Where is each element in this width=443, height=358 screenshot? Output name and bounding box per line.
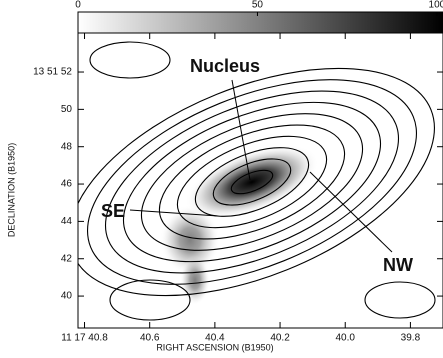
- image: [78, 41, 436, 321]
- y-tick-label: 42: [61, 253, 73, 264]
- contour-line: [140, 113, 364, 251]
- contour-line: [212, 158, 292, 206]
- plot-frame: [77, 32, 443, 329]
- contour-line: [89, 41, 171, 79]
- contour-line: [122, 101, 382, 263]
- emission: [180, 255, 210, 305]
- contour-line: [158, 124, 346, 240]
- x-tick-label: 40.2: [270, 333, 290, 344]
- colorbar-tick-label: 100: [429, 0, 443, 11]
- colorbar: [77, 11, 443, 34]
- contour-line: [78, 67, 435, 297]
- contour-line: [109, 279, 191, 321]
- y-tick-label: 40: [61, 291, 73, 302]
- y-tick-label: 50: [61, 104, 73, 115]
- colorbar-tick-label: 0: [75, 0, 81, 11]
- x-tick-label: 40.0: [335, 333, 355, 344]
- annotation: NW: [383, 255, 413, 275]
- pointer: [231, 79, 251, 181]
- x-tick-label: 11 17 40.8: [61, 333, 108, 344]
- y-tick-label: 44: [61, 216, 73, 227]
- pointer: [309, 171, 393, 253]
- contour-line: [104, 90, 400, 274]
- pointer: [129, 209, 219, 217]
- x-axis-label: RIGHT ASCENSION (B1950): [156, 342, 273, 352]
- contour-line: [194, 147, 310, 217]
- x-tick-label: 39.8: [401, 333, 421, 344]
- contour-line: [176, 135, 328, 229]
- y-tick-label: 13 51 52: [33, 67, 72, 78]
- annotation: SE: [101, 201, 125, 221]
- y-axis-label: DECLINATION (B1950): [6, 143, 16, 237]
- contour-line: [87, 79, 417, 285]
- x-tick-label: 40.4: [205, 333, 225, 344]
- colorbar-tick-label: 50: [252, 0, 264, 11]
- y-tick-label: 46: [61, 179, 73, 190]
- contour-line: [364, 281, 436, 319]
- emission: [185, 145, 319, 219]
- y-tick-label: 48: [61, 141, 73, 152]
- x-tick-label: 40.6: [140, 333, 160, 344]
- annotation: Nucleus: [190, 56, 260, 76]
- emission: [160, 205, 220, 275]
